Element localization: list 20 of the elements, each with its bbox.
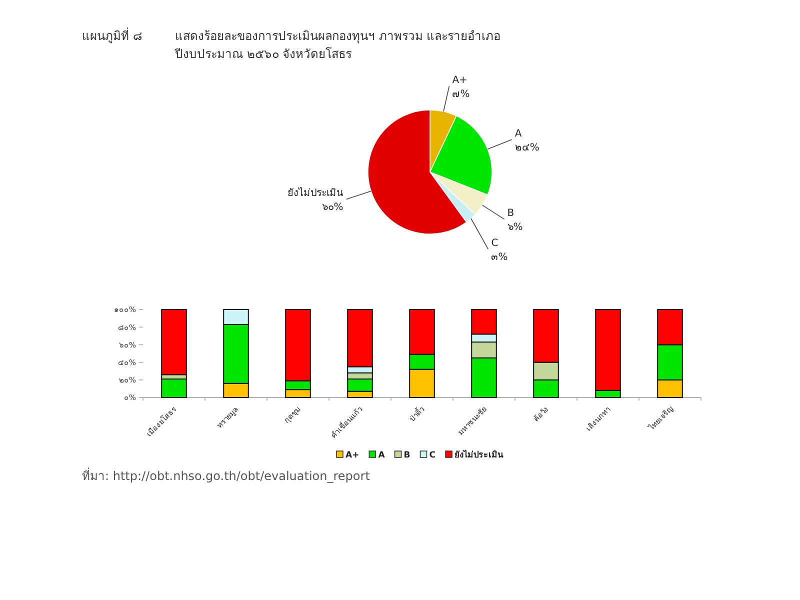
data-label: ๖๐% [322, 202, 344, 214]
slice-label: C [491, 238, 498, 250]
data-label: ๓% [491, 252, 508, 264]
bar [161, 309, 187, 376]
data-label: ๗% [452, 89, 470, 100]
bar [161, 378, 187, 398]
legend-label: B [404, 450, 410, 460]
slice-label: A+ [452, 75, 468, 86]
slice-label: B [507, 208, 514, 220]
data-label: ๖% [507, 222, 523, 234]
data-label: ๒๔% [514, 142, 540, 154]
legend-label: C [429, 450, 436, 460]
text: ที่มา: http://obt.nhso.go.th/obt/evaluation_report [82, 467, 370, 483]
slice-label: A [514, 128, 522, 140]
text: แผนภูมิที่ ๘ [82, 27, 142, 44]
slice-label: ยังไม่ประเมิน [287, 187, 344, 200]
legend-label: ยังไม่ประเมิน [454, 450, 504, 460]
legend-label: A [378, 450, 386, 460]
legend-label: A+ [345, 450, 360, 460]
chart-subtitle: แสดงร้อยละของการประเมินผลกองทุนฯ ภาพรวม และรายอำเภอ ปีงบประมาณ ๒๕๖๐ จังหวัดยโสธร [174, 29, 501, 61]
